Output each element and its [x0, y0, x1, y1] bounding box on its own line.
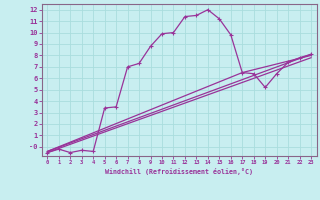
X-axis label: Windchill (Refroidissement éolien,°C): Windchill (Refroidissement éolien,°C)	[105, 168, 253, 175]
